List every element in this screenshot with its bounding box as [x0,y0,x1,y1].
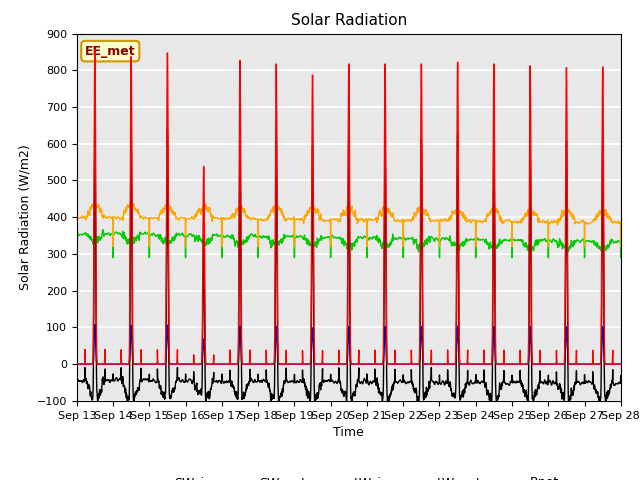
Legend: SW_in, SW_out, LW_in, LW_out, Rnet: SW_in, SW_out, LW_in, LW_out, Rnet [134,471,564,480]
X-axis label: Time: Time [333,426,364,439]
Text: EE_met: EE_met [85,45,136,58]
Title: Solar Radiation: Solar Radiation [291,13,407,28]
Y-axis label: Solar Radiation (W/m2): Solar Radiation (W/m2) [18,144,31,290]
